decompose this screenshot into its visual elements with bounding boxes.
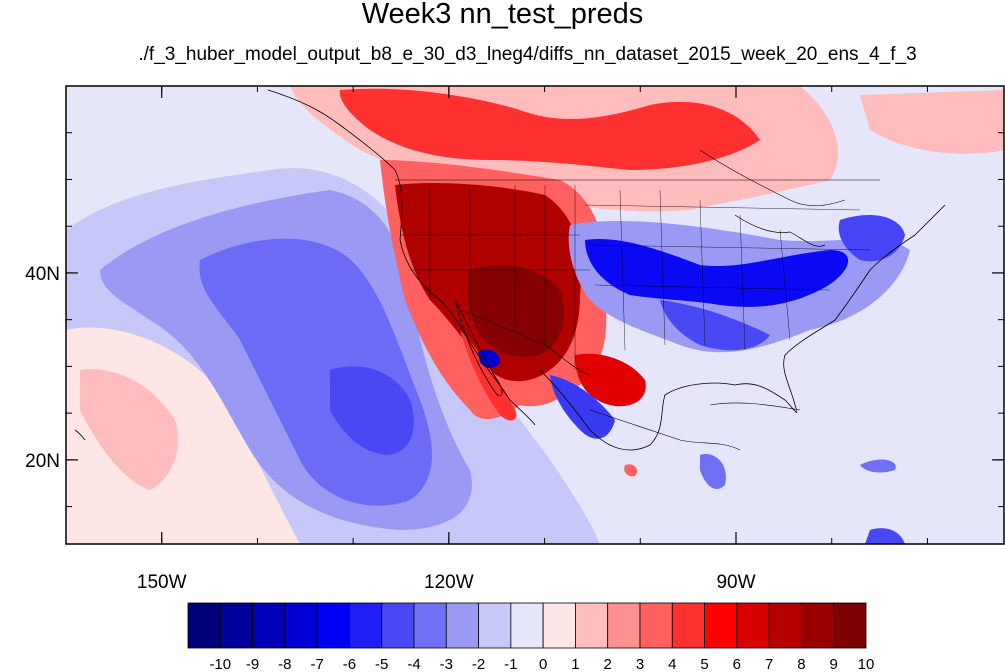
map-title: Week3 nn_test_preds — [361, 0, 644, 30]
colorbar-label: -1 — [504, 656, 517, 672]
hudson-coast — [699, 149, 846, 207]
colorbar-swatch — [542, 602, 576, 649]
region-texas-warm — [575, 353, 646, 407]
colorbar-label: 1 — [571, 656, 579, 672]
map-plot-area — [66, 86, 1004, 544]
lon-tick-label: 90W — [716, 572, 755, 593]
colorbar-label: 0 — [539, 656, 547, 672]
axis-tick-labels: 150W 120W 90W 40N 20N — [25, 264, 755, 593]
region-southeast-cold — [660, 300, 770, 351]
cuba-coast — [709, 402, 801, 411]
colorbar-swatch — [219, 602, 253, 649]
colorbar-swatch — [704, 602, 738, 649]
region-baja-warm — [460, 330, 517, 421]
hawaii-islands — [74, 429, 86, 441]
west-coastline — [267, 89, 536, 426]
colorbar-label: 3 — [636, 656, 644, 672]
colorbar-swatch — [801, 602, 835, 649]
colorbar-swatch — [833, 602, 867, 649]
colorbar-label: 8 — [797, 656, 805, 672]
colorbar-swatch — [349, 602, 383, 649]
colorbar-label: -10 — [209, 656, 231, 672]
lat-tick-label: 40N — [25, 264, 60, 285]
yucatan-coast — [589, 409, 741, 451]
colorbar-swatch — [510, 602, 544, 649]
map-frame — [65, 85, 1005, 545]
colorbar-label: 4 — [668, 656, 676, 672]
colorbar-label: 5 — [700, 656, 708, 672]
colorbar-swatch — [671, 602, 705, 649]
colorbar-swatch — [607, 602, 641, 649]
lon-tick-label: 150W — [137, 572, 187, 593]
lat-tick-label: 20N — [25, 451, 60, 472]
western-state-lines — [429, 185, 576, 370]
coastlines — [74, 89, 946, 451]
colorbar-label: 2 — [604, 656, 612, 672]
state-latitude-lines — [400, 204, 871, 291]
colorbar-label: -3 — [440, 656, 453, 672]
eastern-state-lines — [619, 189, 791, 351]
colorbar-swatch — [575, 602, 609, 649]
colorbar-swatch — [413, 602, 447, 649]
colorbar-swatch — [187, 602, 221, 649]
colorbar-label: -2 — [472, 656, 485, 672]
map-subtitle: ./f_3_huber_model_output_b8_e_30_d3_lneg… — [138, 44, 917, 65]
colorbar-label: 7 — [765, 656, 773, 672]
colorbar-swatch — [284, 602, 318, 649]
colorbar-swatch — [316, 602, 350, 649]
state-borders — [400, 185, 871, 370]
region-southwest-core-warm — [467, 265, 564, 357]
lon-tick-label: 120W — [424, 572, 474, 593]
colorbar-swatch — [768, 602, 802, 649]
region-mexico-cold — [550, 375, 615, 439]
region-central-us-cold — [585, 239, 849, 307]
colorbar-swatch — [445, 602, 479, 649]
colorbar-label: 9 — [830, 656, 838, 672]
colorbar-label: 6 — [733, 656, 741, 672]
region-hawaii-warm — [80, 369, 179, 490]
colorbar: -10 -9 -8 -7 -6 -5 -4 -3 -2 -1 0 1 2 3 4 5 6 7 8 9 10 — [187, 602, 875, 672]
colorbar-swatch — [478, 602, 512, 649]
baja-coastline — [454, 299, 503, 397]
colorbar-swatch — [252, 602, 286, 649]
colorbar-label: -9 — [246, 656, 259, 672]
region-caribbean-cold-east — [860, 459, 896, 473]
colorbar-swatch — [639, 602, 673, 649]
region-labrador-warm — [860, 90, 1004, 154]
region-canada-warm — [339, 88, 760, 170]
region-south-cold — [865, 528, 905, 544]
colorbar-swatch — [381, 602, 415, 649]
colorbar-label: -4 — [407, 656, 420, 672]
colorbar-label: 10 — [858, 656, 875, 672]
colorbar-label: -8 — [278, 656, 291, 672]
great-lakes — [734, 214, 826, 247]
axis-ticks — [65, 86, 1004, 544]
colorbar-label: -5 — [375, 656, 388, 672]
region-caribbean-cold — [700, 454, 726, 490]
region-central-america-warm — [624, 464, 637, 477]
colorbar-swatch — [736, 602, 770, 649]
colorbar-label: -6 — [343, 656, 356, 672]
colorbar-label: -7 — [310, 656, 323, 672]
region-pacific-cold-core — [330, 366, 414, 455]
